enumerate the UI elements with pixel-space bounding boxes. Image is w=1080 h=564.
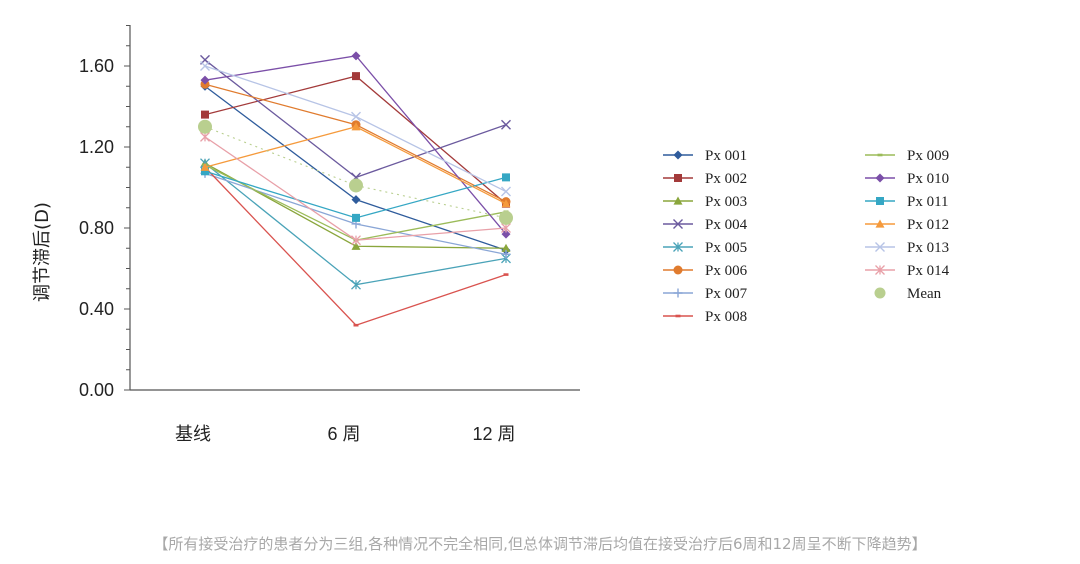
data-point [351,235,361,246]
legend-item: Px 006 [663,263,748,279]
data-point [503,273,509,276]
series-mean [198,119,513,225]
data-point [874,287,886,299]
data-point [351,241,361,250]
legend-label: Px 006 [705,263,748,279]
data-point [501,199,511,208]
data-point [351,51,361,61]
legend-label: Px 010 [907,171,949,187]
data-point [352,72,360,81]
data-point [673,196,683,205]
legend-item: Px 002 [663,171,747,187]
y-tick-label: 0.80 [79,218,114,238]
data-point [499,210,513,225]
data-point [501,223,511,233]
legend-item: Px 013 [865,240,949,256]
data-point [200,131,210,142]
data-point [501,229,511,239]
data-point [877,153,883,157]
series-line [204,55,507,235]
legend-label: Px 008 [705,309,747,325]
data-point [201,167,209,176]
series-px-010 [200,51,511,239]
legend-item: Mean [874,286,942,302]
data-point [875,173,885,183]
legend-item: Px 011 [865,194,949,210]
legend-label: Px 004 [705,217,748,233]
data-point [200,162,210,171]
y-axis-label: 调节滞后(D) [32,202,53,302]
data-point [501,243,511,252]
legend-item: Px 010 [865,171,949,187]
legend-label: Px 011 [907,194,949,210]
data-point [201,110,209,119]
data-point [200,61,210,71]
legend-item: Px 014 [865,263,950,279]
legend-item: Px 009 [865,148,949,164]
legend-label: Px 005 [705,240,747,256]
y-tick-label: 0.00 [79,380,114,400]
legend-label: Px 013 [907,240,949,256]
x-tick-label: 6 周 [327,424,360,444]
legend-item: Px 003 [663,194,747,210]
series-px-012 [200,122,511,208]
data-point [351,122,361,131]
legend-label: Px 014 [907,263,950,279]
legend-label: Px 001 [705,148,747,164]
data-point [200,75,210,85]
y-tick-label: 0.40 [79,299,114,319]
data-point [875,219,885,228]
legend-label: Px 002 [705,171,747,187]
data-point [674,174,682,182]
data-point [875,242,885,252]
series-px-013 [200,61,511,197]
data-point [351,279,361,290]
legend-item: Px 004 [663,217,748,233]
legend-label: Px 012 [907,217,949,233]
data-point [352,213,360,222]
data-point [501,249,511,259]
series-px-011 [201,167,510,222]
data-point [349,178,363,193]
y-tick-label: 1.60 [79,56,114,76]
legend-item: Px 005 [663,240,747,256]
data-point [673,219,683,229]
legend-label: Px 009 [907,148,949,164]
data-point [501,186,511,197]
legend-label: Mean [907,286,942,302]
legend-item: Px 008 [663,309,747,325]
data-point [353,323,359,327]
legend: Px 001 Px 002 Px 003 Px 004 Px 005 Px 006 Px 0… [663,148,950,325]
y-tick-label: 1.20 [79,137,114,157]
legend-item: Px 012 [865,217,949,233]
legend-label: Px 003 [705,194,747,210]
data-point [875,265,885,275]
data-point [673,242,683,252]
data-point [198,119,212,134]
series-px-014 [200,131,511,246]
x-tick-label: 基线 [175,424,211,444]
data-point [675,314,681,318]
data-point [501,119,511,130]
legend-label: Px 007 [705,286,748,302]
chart-caption: 【所有接受治疗的患者分为三组,各种情况不完全相同,但总体调节滞后均值在接受治疗后… [153,535,927,553]
data-point [351,195,361,205]
legend-item: Px 007 [663,286,748,302]
data-point [673,150,683,160]
data-point [876,197,884,205]
data-point [351,111,361,122]
data-point [673,288,683,298]
legend-item: Px 001 [663,148,747,164]
data-point [673,265,683,275]
data-point [502,173,510,182]
x-tick-label: 12 周 [472,424,515,444]
